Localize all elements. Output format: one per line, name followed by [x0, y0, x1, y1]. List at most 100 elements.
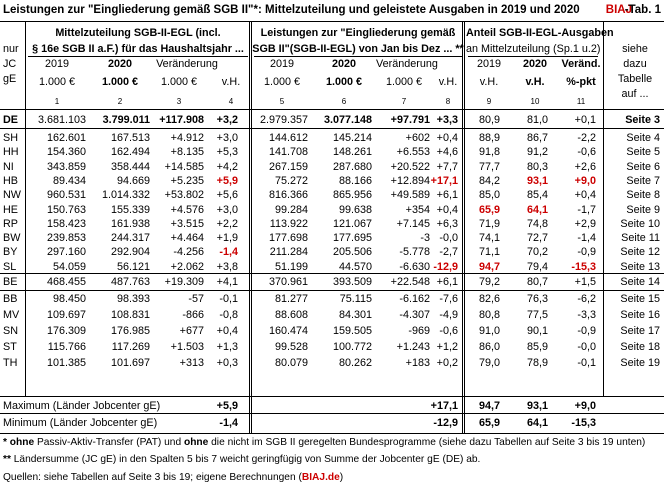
row-state-code: BB: [3, 293, 18, 305]
cell-c3: +1.503: [170, 340, 204, 353]
cell-c7: +354: [405, 203, 430, 216]
cell-c11: -15,3: [571, 260, 596, 273]
table-row: HH 154.360 162.494 +8.135 +5,3 141.708 148.261…: [0, 144, 664, 160]
side-note-1: siehe: [622, 43, 648, 55]
row-state-code: MV: [3, 308, 20, 321]
cell-c7: +7.145: [396, 217, 430, 230]
sources-text: Quellen: siehe Tabellen auf Seite 3 bis …: [3, 472, 302, 483]
cell-c11: +1,5: [574, 276, 596, 288]
cell-c9: 79,0: [478, 356, 500, 369]
page-title: Leistungen zur "Eingliederung gemäß SGB …: [3, 4, 580, 16]
cell-c8: +4,6: [436, 146, 458, 159]
cell-c1: 98.450: [52, 293, 86, 305]
table-row: BY 297.160 292.904 -4.256 -1,4 211.284 205.506…: [0, 244, 664, 260]
cell-page-reference: Seite 5: [626, 146, 660, 159]
cell-c11: -3,3: [577, 308, 596, 321]
summary-cell-c4: -1,4: [219, 417, 238, 429]
row-state-code: HH: [3, 146, 19, 159]
col10-year: 2020: [522, 58, 548, 70]
cell-c5: 211.284: [269, 246, 308, 259]
cell-c11: +0,1: [574, 114, 596, 126]
cell-c6: 121.067: [332, 217, 372, 230]
cell-c3: +5.235: [170, 174, 204, 187]
cell-c8: -0,6: [439, 324, 458, 337]
cell-c9: 88,9: [478, 132, 500, 144]
cell-c3: +117.908: [159, 114, 204, 126]
cell-c4: -0,8: [219, 308, 238, 321]
summary-cell-c8: +17,1: [430, 400, 458, 412]
cell-c6: 88.166: [338, 174, 372, 187]
cell-c3: +677: [179, 324, 204, 337]
cell-c7: +1.243: [396, 340, 430, 353]
cell-c5: 80.079: [274, 356, 308, 369]
cell-c4: +0,3: [216, 356, 238, 369]
cell-c8: -7,6: [439, 293, 458, 305]
cell-c11: -1,4: [577, 232, 596, 245]
table-row: HB 89.434 94.669 +5.235 +5,9 75.272 88.166 +12.…: [0, 173, 664, 189]
cell-c5: 75.272: [274, 174, 308, 187]
col-number-7: 7: [401, 97, 407, 106]
cell-c10: 86,7: [526, 132, 548, 144]
cell-page-reference: Seite 8: [626, 189, 660, 202]
cell-c2: 3.799.011: [102, 114, 150, 126]
row-state-code: SH: [3, 132, 18, 144]
left-col-label-2: JC: [3, 58, 17, 70]
row-state-code: HB: [3, 174, 18, 187]
cell-c8: +0,4: [436, 132, 458, 144]
title-bar: Leistungen zur "Eingliederung gemäß SGB …: [0, 0, 664, 22]
cell-c5: 816.366: [268, 189, 308, 202]
cell-c5: 177.698: [268, 232, 308, 245]
footnote-1-text-a: Passiv-Aktiv-Transfer (PAT) und: [34, 437, 184, 448]
cell-c1: 109.697: [46, 308, 86, 321]
cell-c7: +6.553: [396, 146, 430, 159]
cell-c11: -0,9: [577, 324, 596, 337]
cell-page-reference: Seite 18: [620, 340, 660, 353]
cell-c2: 244.317: [110, 232, 150, 245]
cell-c3: +3.515: [170, 217, 204, 230]
footnote-1: * ohne Passiv-Aktiv-Transfer (PAT) und o…: [3, 437, 645, 448]
summary-cell-c11: +9,0: [574, 400, 596, 412]
cell-c9: 84,2: [478, 174, 500, 187]
col-number-5: 5: [279, 97, 285, 106]
cell-c7: -6.630: [399, 260, 430, 273]
col3-unit: 1.000 €: [160, 76, 198, 88]
cell-page-reference: Seite 13: [620, 260, 660, 273]
row-state-code: HE: [3, 203, 18, 216]
col1-unit: 1.000 €: [38, 76, 76, 88]
footnote-1-marker: *: [3, 437, 7, 448]
row-state-code: NW: [3, 189, 21, 202]
cell-c7: +183: [405, 356, 430, 369]
cell-c9: 71,1: [478, 246, 500, 259]
cell-page-reference: Seite 4: [626, 132, 660, 144]
footnote-1-ohne-a: ohne: [6, 437, 35, 448]
summary-cell-c9: 94,7: [478, 400, 500, 412]
brand-label: BIAJ: [605, 4, 632, 16]
sources-brand-link[interactable]: BIAJ.de: [301, 472, 340, 483]
table-row: RP 158.423 161.938 +3.515 +2,2 113.922 121.067…: [0, 216, 664, 232]
cell-c1: 150.763: [46, 203, 86, 216]
col11-unit: %-pkt: [566, 76, 596, 88]
cell-c9: 86,0: [478, 340, 500, 353]
cell-c7: -5.778: [399, 246, 430, 259]
cell-c8: +17,1: [430, 174, 458, 187]
cell-c6: 865.956: [332, 189, 372, 202]
cell-c6: 393.509: [332, 276, 372, 288]
cell-page-reference: Seite 7: [626, 174, 660, 187]
cell-c5: 144.612: [268, 132, 308, 144]
summary-cell-c9: 65,9: [478, 417, 500, 429]
cell-c2: 358.444: [110, 160, 150, 173]
cell-c5: 99.528: [274, 340, 308, 353]
cell-c7: -969: [408, 324, 430, 337]
table-row: MV 109.697 108.831 -866 -0,8 88.608 84.301 -4.3…: [0, 307, 664, 323]
cell-c10: 72,7: [526, 232, 548, 245]
cell-c9: 80,8: [478, 308, 500, 321]
cell-c2: 176.985: [110, 324, 150, 337]
cell-c2: 161.938: [110, 217, 150, 230]
cell-c9: 74,1: [478, 232, 500, 245]
cell-c2: 1.014.332: [101, 189, 150, 202]
cell-c4: +1,9: [216, 232, 238, 245]
cell-c8: +6,3: [436, 217, 458, 230]
group1-underline: [28, 56, 248, 57]
cell-c8: -12,9: [433, 260, 458, 273]
cell-c1: 162.601: [46, 132, 86, 144]
